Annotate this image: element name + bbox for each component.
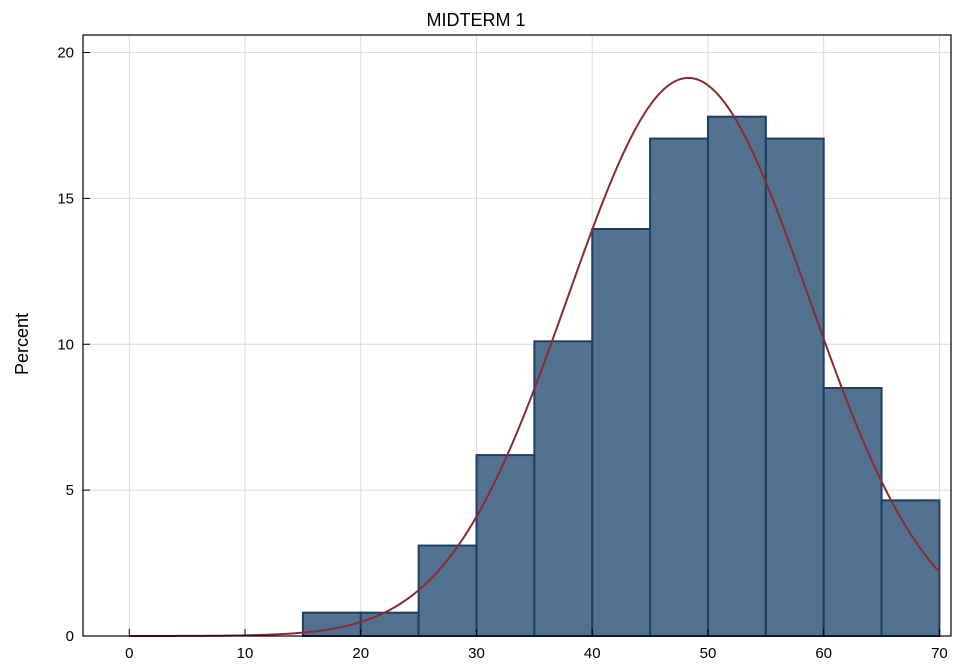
y-tick-label: 5 (66, 482, 74, 499)
x-tick-label: 0 (125, 645, 133, 662)
x-tick-label: 10 (237, 645, 254, 662)
y-tick-label: 20 (57, 45, 74, 62)
x-tick-label: 20 (352, 645, 369, 662)
histogram-bar (533, 340, 594, 637)
histogram-bar (475, 454, 536, 638)
histogram-bar (591, 228, 652, 637)
curve-layer (129, 76, 941, 637)
ticks-layer: 0 10 20 30 40 50 60 70 0 5 10 15 20 (57, 45, 947, 662)
plot-frame (82, 34, 952, 637)
x-tick-label: 50 (700, 645, 717, 662)
x-tick-label: 60 (815, 645, 832, 662)
histogram-bar (649, 137, 709, 638)
chart-title: MIDTERM 1 (427, 10, 526, 30)
bars-layer (301, 115, 941, 638)
histogram-bar (359, 611, 420, 638)
normal-density-curve (129, 76, 941, 637)
x-tick-label: 70 (931, 645, 948, 662)
y-tick-label: 10 (57, 336, 74, 353)
histogram-bar (706, 115, 767, 637)
x-tick-label: 30 (468, 645, 485, 662)
y-tick-label: 15 (57, 190, 74, 207)
histogram-bar (822, 387, 883, 637)
x-tick-label: 40 (584, 645, 601, 662)
histogram-bar (880, 499, 941, 637)
y-axis-title: Percent (12, 313, 32, 375)
y-tick-label: 0 (66, 628, 74, 645)
histogram-bar (764, 137, 825, 638)
